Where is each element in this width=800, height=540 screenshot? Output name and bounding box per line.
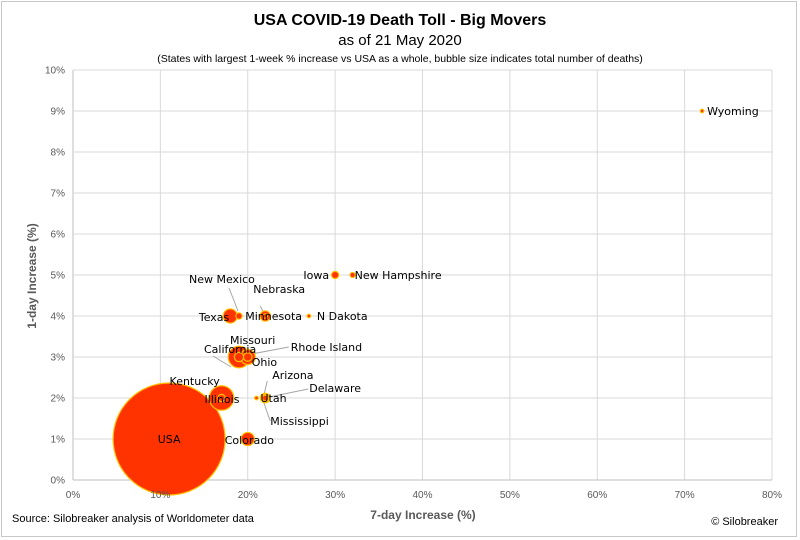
leader-new-mexico bbox=[228, 287, 239, 312]
bubble-delaware bbox=[261, 394, 269, 402]
label-nebraska: Nebraska bbox=[253, 283, 305, 296]
bubble-rhode-island bbox=[242, 352, 253, 362]
y-tick-label: 7% bbox=[51, 189, 66, 200]
y-tick-label: 6% bbox=[51, 230, 66, 241]
label-rhode-island: Rhode Island bbox=[291, 341, 362, 354]
y-tick-label: 9% bbox=[51, 107, 66, 118]
y-axis-title: 1-day Increase (%) bbox=[25, 223, 39, 328]
x-tick-label: 10% bbox=[150, 490, 170, 501]
source-note: Source: Silobreaker analysis of Worldome… bbox=[12, 513, 254, 525]
label-texas: Texas bbox=[198, 311, 230, 324]
y-tick-label: 8% bbox=[51, 148, 66, 159]
leader-california bbox=[212, 355, 232, 368]
label-new-hampshire: New Hampshire bbox=[355, 269, 442, 282]
bubble-new-mexico bbox=[235, 312, 243, 320]
x-tick-label: 80% bbox=[762, 490, 782, 501]
y-tick-label: 1% bbox=[51, 435, 66, 446]
bubbles bbox=[112, 108, 705, 496]
label-colorado: Colorado bbox=[225, 434, 274, 447]
x-tick-label: 60% bbox=[587, 490, 607, 501]
x-tick-label: 30% bbox=[325, 490, 345, 501]
chart-title: USA COVID-19 Death Toll - Big Movers bbox=[253, 12, 547, 29]
bubble-usa bbox=[112, 382, 226, 496]
x-tick-label: 50% bbox=[500, 490, 520, 501]
y-tick-label: 5% bbox=[51, 271, 66, 282]
y-tick-label: 2% bbox=[51, 394, 66, 405]
y-tick-label: 3% bbox=[51, 353, 66, 364]
bubble-kentucky bbox=[217, 393, 226, 403]
label-delaware: Delaware bbox=[309, 382, 361, 395]
bubble-utah bbox=[254, 395, 259, 401]
label-california: California bbox=[204, 343, 256, 356]
label-kentucky: Kentucky bbox=[170, 375, 221, 388]
label-minnesota: Minnesota bbox=[245, 310, 302, 323]
point-labels: USA Wyoming Iowa New Hampshire N Dakota Nebra… bbox=[158, 105, 759, 447]
bubble-n-dakota bbox=[306, 313, 312, 319]
copyright-note: © Silobreaker bbox=[711, 516, 778, 528]
label-mississippi: Mississippi bbox=[270, 415, 329, 428]
bubble-colorado bbox=[240, 431, 255, 447]
tick-labels: 0% 10% 20% 30% 40% 50% 60% 70% 80% 0% 1% 2% 3% 4% 5% 6%… bbox=[45, 66, 782, 502]
y-tick-label: 10% bbox=[45, 66, 65, 77]
label-iowa: Iowa bbox=[303, 269, 329, 282]
leader-delaware bbox=[264, 388, 309, 399]
label-missouri: Missouri bbox=[230, 334, 275, 347]
label-utah: Utah bbox=[260, 392, 286, 405]
leader-mississippi bbox=[262, 400, 271, 422]
bubble-iowa bbox=[330, 270, 340, 280]
y-tick-label: 0% bbox=[51, 476, 66, 487]
label-n-dakota: N Dakota bbox=[317, 310, 368, 323]
label-wyoming: Wyoming bbox=[707, 105, 759, 118]
bubble-nebraska bbox=[262, 313, 269, 319]
bubble-new-hampshire bbox=[349, 271, 356, 279]
y-tick-label: 4% bbox=[51, 312, 66, 323]
label-illinois: Illinois bbox=[205, 393, 240, 406]
x-tick-label: 70% bbox=[675, 490, 695, 501]
chart-note: (States with largest 1-week % increase v… bbox=[157, 53, 643, 65]
label-arizona: Arizona bbox=[272, 369, 313, 382]
chart-subtitle: as of 21 May 2020 bbox=[338, 32, 462, 49]
x-tick-label: 0% bbox=[66, 490, 81, 501]
x-tick-label: 20% bbox=[238, 490, 258, 501]
bubble-wyoming bbox=[699, 108, 705, 114]
label-new-mexico: New Mexico bbox=[189, 273, 255, 286]
label-ohio: Ohio bbox=[252, 356, 278, 369]
label-usa: USA bbox=[158, 433, 181, 446]
x-axis-title: 7-day Increase (%) bbox=[370, 508, 475, 522]
x-tick-label: 40% bbox=[412, 490, 432, 501]
